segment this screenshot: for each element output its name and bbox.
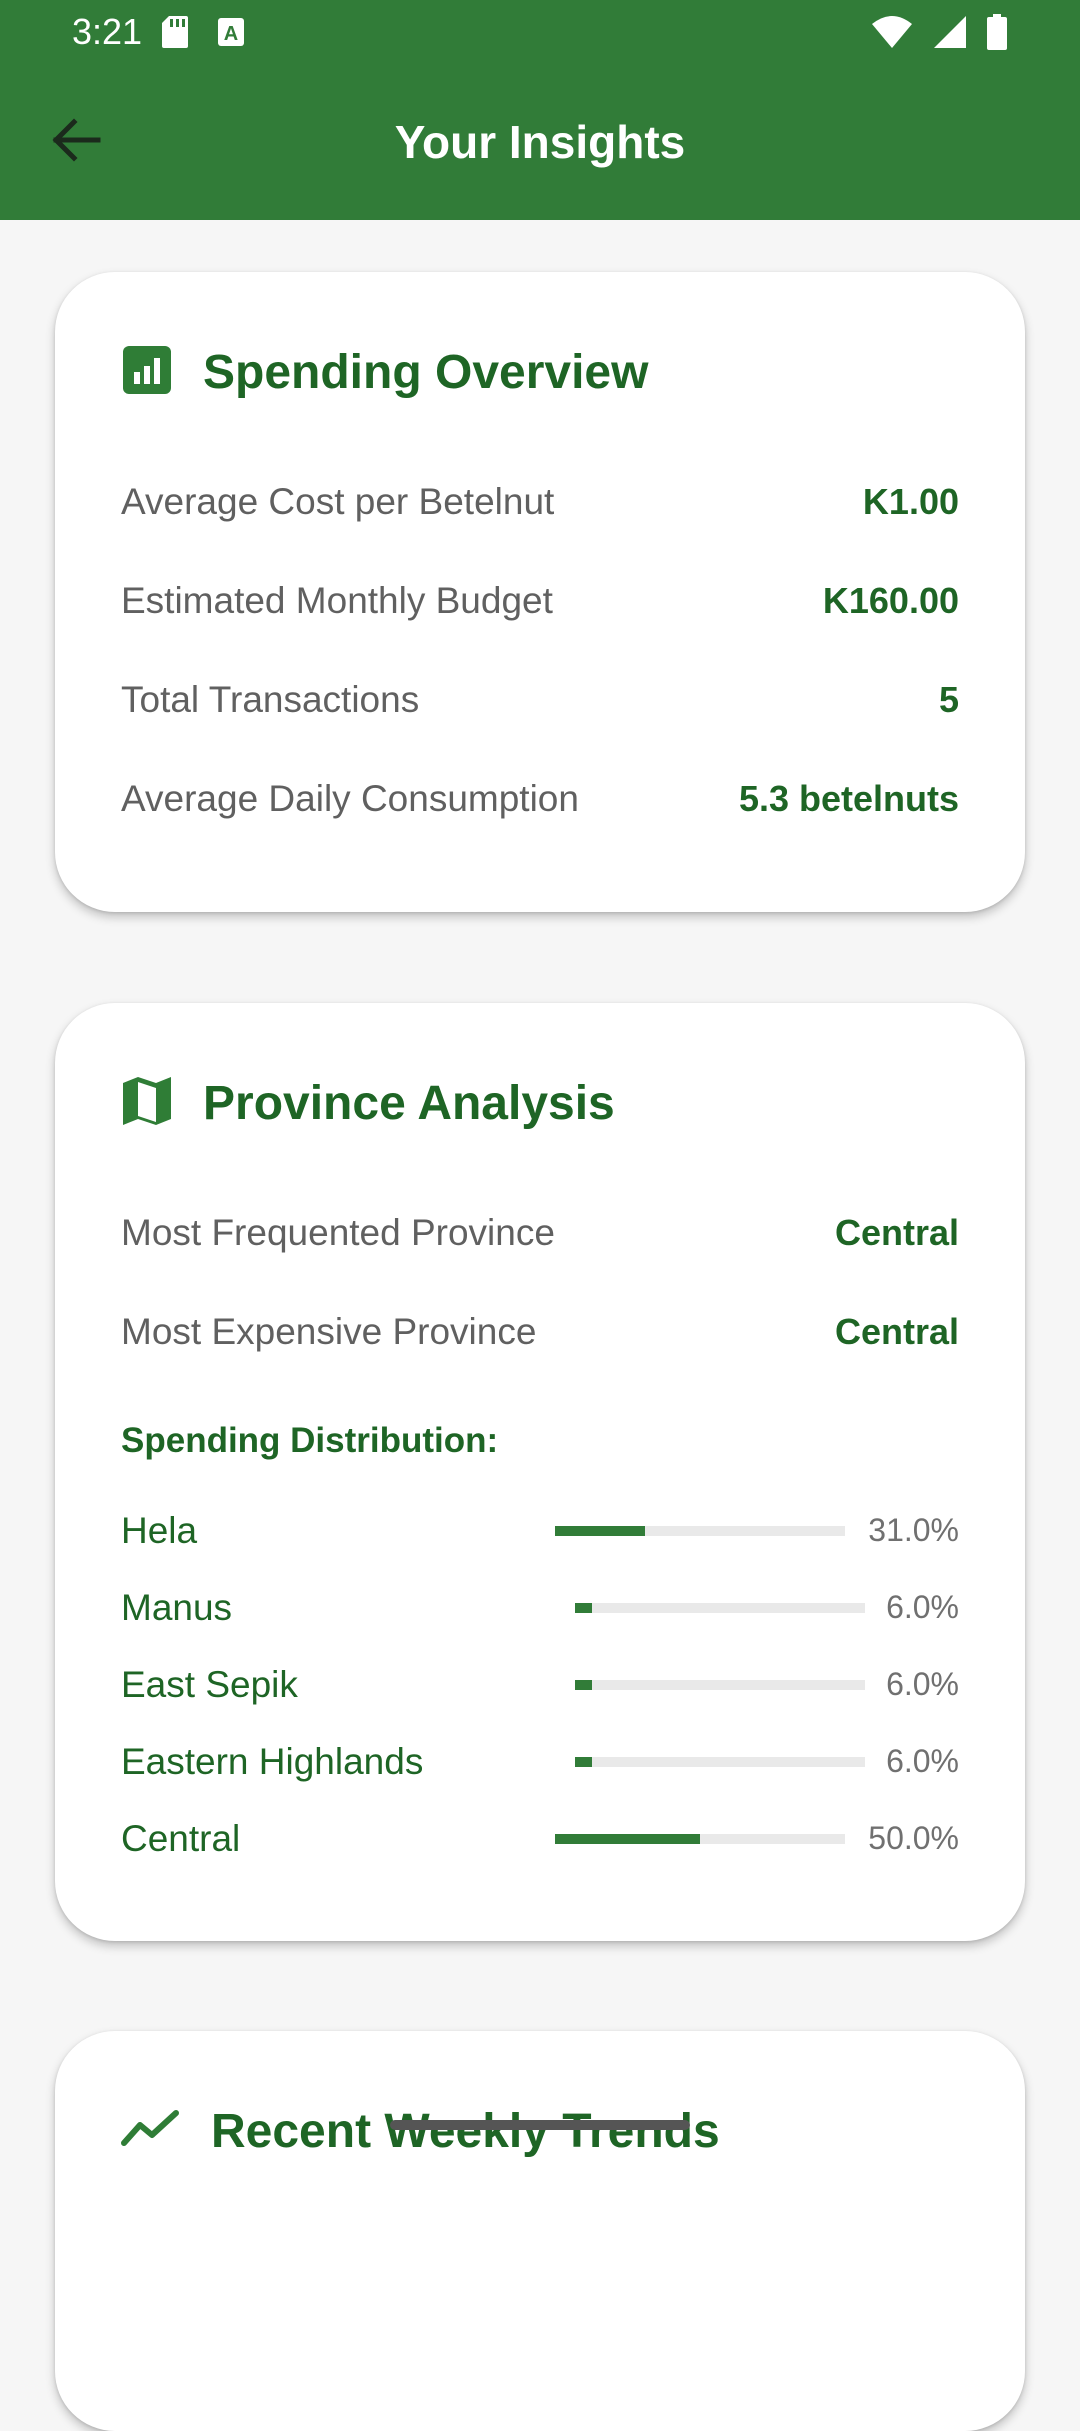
- battery-icon: [986, 14, 1008, 55]
- bar-chart-icon: [121, 344, 173, 401]
- sd-card-icon: [160, 14, 190, 55]
- stat-label: Most Expensive Province: [121, 1311, 537, 1352]
- stat-label: Total Transactions: [121, 679, 420, 720]
- province-analysis-title: Province Analysis: [203, 1076, 615, 1130]
- stat-row-average-cost: Average Cost per Betelnut K1.00: [121, 478, 959, 526]
- province-name: Central: [121, 1818, 241, 1859]
- distribution-row: Central 50.0%: [121, 1814, 959, 1862]
- gesture-nav-handle[interactable]: [390, 2120, 690, 2130]
- status-time: 3:21: [72, 11, 143, 52]
- spending-overview-title: Spending Overview: [203, 345, 649, 399]
- stat-value: Central: [834, 1311, 959, 1352]
- status-system-icons: [870, 14, 1008, 55]
- spending-overview-header: Spending Overview: [121, 344, 648, 401]
- stat-label: Most Frequented Province: [121, 1212, 555, 1253]
- stat-row-most-frequented: Most Frequented Province Central: [121, 1209, 959, 1257]
- progress-fill: [575, 1757, 593, 1767]
- percent-label: 31.0%: [868, 1512, 959, 1548]
- distribution-row: Eastern Highlands 6.0%: [121, 1737, 959, 1785]
- progress-bar: [575, 1680, 865, 1690]
- back-arrow-icon: [52, 118, 101, 162]
- stat-label: Average Cost per Betelnut: [121, 481, 555, 522]
- percent-label: 6.0%: [886, 1666, 959, 1702]
- province-name: Eastern Highlands: [121, 1741, 424, 1782]
- province-analysis-header: Province Analysis: [121, 1075, 615, 1132]
- stat-row-monthly-budget: Estimated Monthly Budget K160.00: [121, 577, 959, 625]
- province-analysis-card: Province Analysis Most Frequented Provin…: [55, 1003, 1025, 1941]
- map-icon: [121, 1075, 173, 1132]
- stat-label: Average Daily Consumption: [121, 778, 579, 819]
- trending-line-icon: [121, 2103, 181, 2160]
- stat-row-daily-consumption: Average Daily Consumption 5.3 betelnuts: [121, 775, 959, 823]
- svg-text:A: A: [224, 23, 238, 45]
- distribution-row: Manus 6.0%: [121, 1583, 959, 1631]
- wifi-icon: [870, 14, 914, 55]
- province-name: Manus: [121, 1587, 233, 1628]
- progress-bar: [555, 1834, 845, 1844]
- progress-fill: [555, 1526, 645, 1536]
- stat-value: 5: [938, 679, 959, 720]
- percent-label: 50.0%: [868, 1820, 959, 1856]
- progress-bar: [555, 1526, 845, 1536]
- weekly-trends-title: Recent Weekly Trends: [211, 2104, 720, 2158]
- percent-label: 6.0%: [886, 1589, 959, 1625]
- text-a-icon: A: [216, 14, 246, 55]
- status-bar: 3:21 A: [0, 0, 1080, 64]
- province-name: Hela: [121, 1510, 198, 1551]
- stat-row-total-transactions: Total Transactions 5: [121, 676, 959, 724]
- stat-label: Estimated Monthly Budget: [121, 580, 553, 621]
- cell-signal-icon: [932, 14, 968, 55]
- progress-fill: [555, 1834, 700, 1844]
- status-notification-icons: A: [160, 14, 246, 55]
- page-title: Your Insights: [394, 116, 686, 168]
- back-button[interactable]: [40, 110, 112, 170]
- progress-bar: [575, 1603, 865, 1613]
- spending-distribution-title: Spending Distribution:: [121, 1421, 499, 1460]
- province-name: East Sepik: [121, 1664, 298, 1705]
- distribution-row: East Sepik 6.0%: [121, 1660, 959, 1708]
- percent-label: 6.0%: [886, 1743, 959, 1779]
- stat-value: K160.00: [822, 580, 959, 621]
- stat-row-most-expensive: Most Expensive Province Central: [121, 1308, 959, 1356]
- app-bar: Your Insights: [0, 64, 1080, 220]
- stat-value: Central: [834, 1212, 959, 1253]
- progress-bar: [575, 1757, 865, 1767]
- weekly-trends-header: Recent Weekly Trends: [121, 2103, 720, 2160]
- stat-value: 5.3 betelnuts: [738, 778, 959, 819]
- spending-overview-card: Spending Overview Average Cost per Betel…: [55, 272, 1025, 912]
- stat-value: K1.00: [862, 481, 959, 522]
- weekly-trends-card: Recent Weekly Trends: [55, 2031, 1025, 2431]
- progress-fill: [575, 1680, 593, 1690]
- progress-fill: [575, 1603, 593, 1613]
- distribution-row: Hela 31.0%: [121, 1506, 959, 1554]
